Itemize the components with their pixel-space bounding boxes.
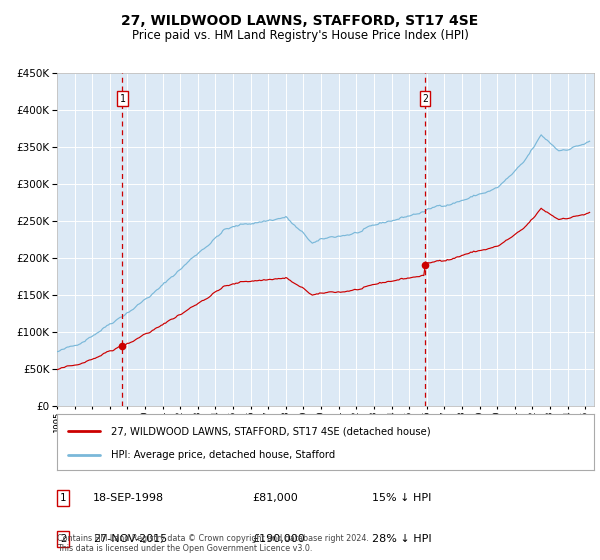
Text: 1: 1	[60, 493, 66, 503]
Text: 18-SEP-1998: 18-SEP-1998	[93, 493, 164, 503]
Text: £81,000: £81,000	[252, 493, 298, 503]
Text: 27, WILDWOOD LAWNS, STAFFORD, ST17 4SE (detached house): 27, WILDWOOD LAWNS, STAFFORD, ST17 4SE (…	[111, 426, 430, 436]
Text: Contains HM Land Registry data © Crown copyright and database right 2024.
This d: Contains HM Land Registry data © Crown c…	[57, 534, 369, 553]
Text: 27-NOV-2015: 27-NOV-2015	[93, 534, 167, 544]
Text: 2: 2	[60, 534, 66, 544]
Text: Price paid vs. HM Land Registry's House Price Index (HPI): Price paid vs. HM Land Registry's House …	[131, 29, 469, 42]
Text: 1: 1	[119, 94, 125, 104]
Text: 15% ↓ HPI: 15% ↓ HPI	[372, 493, 431, 503]
Text: £190,000: £190,000	[252, 534, 305, 544]
Text: HPI: Average price, detached house, Stafford: HPI: Average price, detached house, Staf…	[111, 450, 335, 460]
Text: 28% ↓ HPI: 28% ↓ HPI	[372, 534, 431, 544]
Text: 2: 2	[422, 94, 428, 104]
Text: 27, WILDWOOD LAWNS, STAFFORD, ST17 4SE: 27, WILDWOOD LAWNS, STAFFORD, ST17 4SE	[121, 14, 479, 28]
